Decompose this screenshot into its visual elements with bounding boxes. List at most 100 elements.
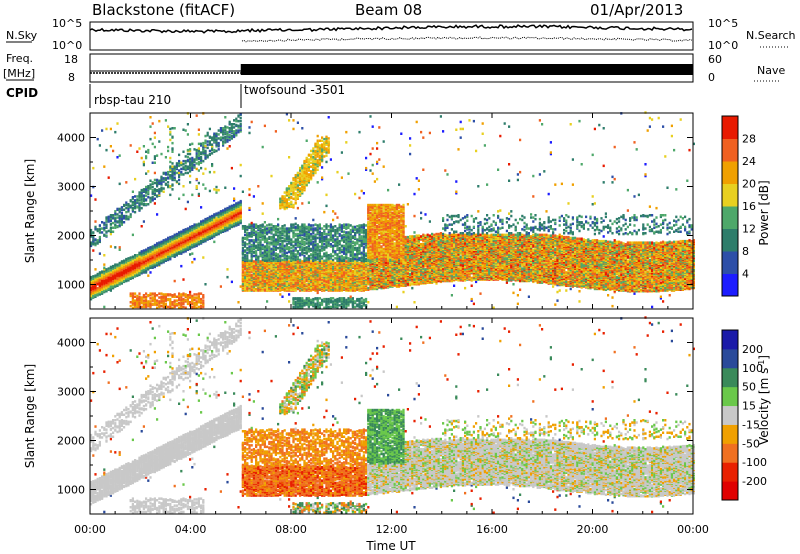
power-cell [154, 155, 156, 158]
power-cell [158, 188, 160, 191]
power-cell [200, 156, 202, 159]
power-cell [158, 292, 160, 295]
power-cell [295, 223, 297, 226]
power-cell [114, 131, 116, 134]
power-cell [152, 122, 154, 125]
nsky-label: N.Sky [6, 29, 38, 42]
power-cell [290, 247, 292, 250]
power-cell [125, 215, 127, 218]
power-cell [134, 296, 136, 299]
power-cell [152, 245, 154, 248]
power-cell [127, 203, 129, 206]
power-cell [178, 298, 180, 301]
power-cell [215, 191, 217, 194]
power-cell [167, 184, 169, 187]
power-cell [147, 294, 149, 297]
power-cell [149, 271, 151, 274]
power-cell [268, 259, 270, 262]
power-cell [134, 207, 136, 210]
power-cell [312, 254, 314, 257]
power-cell [295, 270, 297, 273]
power-cell [266, 300, 268, 303]
power-cell [273, 228, 275, 231]
power-cell [226, 207, 228, 210]
power-panel: 1000200030004000 Slant Range [km] [23, 111, 695, 309]
power-cell [211, 163, 213, 166]
power-cell [156, 179, 158, 182]
power-cell [218, 189, 220, 192]
power-cell [189, 175, 191, 178]
power-cell [301, 173, 303, 176]
power-cell [310, 299, 312, 302]
power-cell [244, 249, 246, 252]
power-cell [189, 301, 191, 304]
power-cell [273, 225, 275, 228]
power-cell [97, 138, 99, 141]
power-cell [187, 165, 189, 168]
power-cell [143, 203, 145, 206]
power-cell [240, 120, 242, 123]
power-cell [222, 136, 224, 139]
power-cell [286, 252, 288, 255]
power-cell [112, 214, 114, 217]
power-cell [233, 119, 235, 122]
power-cell [171, 162, 173, 165]
power-cell [147, 203, 149, 206]
power-cell [275, 260, 277, 263]
power-cell [147, 185, 149, 188]
power-cell [152, 292, 154, 295]
power-cell [143, 188, 145, 191]
power-cell [277, 288, 279, 291]
power-cell [163, 177, 165, 180]
power-cell [292, 128, 294, 131]
power-cell [244, 257, 246, 260]
power-cell [154, 303, 156, 306]
power-cell [301, 223, 303, 226]
power-cell [237, 120, 239, 123]
power-cell [185, 160, 187, 163]
power-cell [290, 193, 292, 196]
power-cell [130, 216, 132, 219]
power-cell [185, 129, 187, 132]
power-cell [299, 172, 301, 175]
power-cell [273, 234, 275, 237]
power-cell [145, 249, 147, 252]
power-cell [112, 222, 114, 225]
power-cell [169, 306, 171, 309]
power-cell [143, 164, 145, 167]
power-cell [154, 179, 156, 182]
power-cell [226, 134, 228, 137]
power-cell [180, 302, 182, 305]
power-cell [262, 212, 264, 215]
power-cell [286, 187, 288, 190]
power-cell [281, 245, 283, 248]
power-cell [284, 247, 286, 250]
power-cell [178, 160, 180, 163]
power-cell [149, 197, 151, 200]
power-cell [277, 228, 279, 231]
power-cell [121, 206, 123, 209]
power-cell [211, 143, 213, 146]
power-cell [284, 263, 286, 266]
power-cell [103, 306, 105, 309]
power-cell [154, 198, 156, 201]
power-cell [182, 160, 184, 163]
power-cell [174, 165, 176, 168]
power-cell [196, 300, 198, 303]
power-cell [301, 191, 303, 194]
power-cell [141, 207, 143, 210]
power-cell [158, 140, 160, 143]
power-cell [160, 305, 162, 308]
power-cell [295, 301, 297, 304]
power-cell [154, 256, 156, 259]
power-cell [279, 260, 281, 263]
power-cell [158, 180, 160, 183]
power-cell [187, 123, 189, 126]
power-cell [286, 245, 288, 248]
power-cell [136, 205, 138, 208]
power-cell [112, 150, 114, 153]
power-cell [235, 202, 237, 205]
power-cell [246, 255, 248, 257]
power-cell [310, 260, 312, 263]
power-cell [152, 189, 154, 192]
